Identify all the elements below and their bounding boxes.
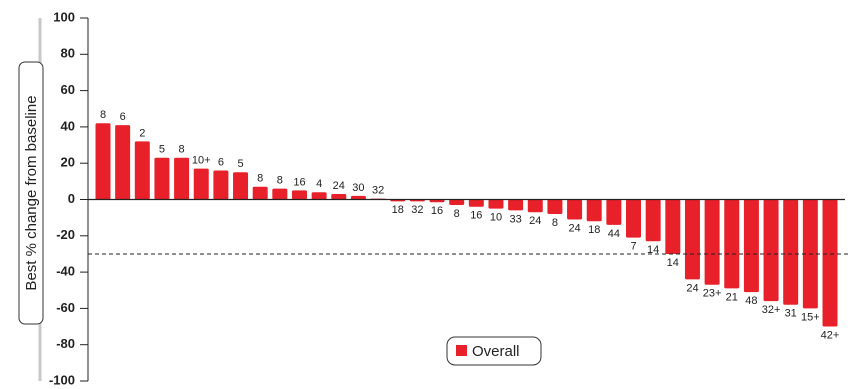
- bar: [115, 125, 131, 200]
- data-label: 32+: [762, 304, 781, 316]
- bar: [704, 199, 720, 285]
- y-tick-label: 40: [61, 118, 75, 133]
- data-label: 8: [100, 109, 106, 121]
- data-label: 10+: [192, 155, 211, 167]
- bar: [331, 194, 347, 200]
- bar: [213, 170, 229, 200]
- bar: [743, 199, 759, 293]
- data-label: 24: [529, 215, 541, 227]
- bar: [684, 199, 700, 280]
- bar: [527, 199, 543, 213]
- bar: [488, 199, 504, 209]
- bar: [724, 199, 740, 289]
- legend-label: Overall: [472, 343, 520, 360]
- y-tick-label: 100: [53, 9, 75, 24]
- bar: [272, 188, 288, 200]
- bar: [174, 157, 190, 200]
- data-label: 33: [509, 213, 521, 225]
- bar: [233, 172, 249, 200]
- data-label: 8: [277, 175, 283, 187]
- bar: [291, 190, 307, 200]
- data-label: 5: [237, 158, 243, 170]
- bar: [193, 168, 209, 200]
- bar: [547, 199, 563, 215]
- bar: [783, 199, 799, 305]
- data-label: 48: [745, 295, 757, 307]
- bar: [154, 157, 170, 200]
- y-tick-label: -80: [56, 336, 75, 351]
- data-label: 8: [552, 217, 558, 229]
- y-tick-label: 20: [61, 155, 75, 170]
- y-tick-label: 80: [61, 46, 75, 61]
- data-label: 30: [352, 182, 364, 194]
- data-label: 14: [667, 257, 679, 269]
- bar: [586, 199, 602, 222]
- data-label: 15+: [801, 311, 820, 323]
- legend-box: [446, 336, 542, 366]
- data-label: 6: [120, 111, 126, 123]
- data-label: 44: [608, 228, 620, 240]
- data-label: 24: [686, 282, 698, 294]
- bar: [350, 195, 366, 200]
- y-tick-label: 60: [61, 82, 75, 97]
- y-tick-label: -20: [56, 227, 75, 242]
- bar: [645, 199, 661, 242]
- bar: [626, 199, 642, 238]
- bar: [134, 141, 150, 200]
- data-label: 16: [470, 210, 482, 222]
- data-label: 32: [372, 184, 384, 196]
- data-label: 14: [647, 244, 659, 256]
- data-label: 16: [431, 205, 443, 217]
- bar: [606, 199, 622, 225]
- data-label: 31: [785, 308, 797, 320]
- data-label: 2: [139, 127, 145, 139]
- data-label: 21: [726, 291, 738, 303]
- y-tick-label: -40: [56, 264, 75, 279]
- bar: [252, 186, 268, 200]
- data-label: 24: [568, 222, 580, 234]
- bar: [95, 123, 111, 200]
- data-label: 32: [411, 204, 423, 216]
- y-tick-label: -60: [56, 300, 75, 315]
- bar: [311, 192, 327, 200]
- data-label: 7: [630, 241, 636, 253]
- data-label: 16: [293, 176, 305, 188]
- y-tick-label: 0: [68, 191, 75, 206]
- data-label: 10: [490, 211, 502, 223]
- bar: [429, 199, 445, 203]
- bar: [567, 199, 583, 220]
- y-tick-label: -100: [49, 372, 75, 387]
- y-axis-label: Best % change from baseline: [23, 95, 40, 290]
- data-label: 18: [392, 204, 404, 216]
- data-label: 5: [159, 144, 165, 156]
- bar: [665, 199, 681, 254]
- data-label: 8: [454, 208, 460, 220]
- data-label: 18: [588, 224, 600, 236]
- bar: [763, 199, 779, 302]
- bar: [508, 199, 524, 211]
- data-label: 6: [218, 156, 224, 168]
- data-label: 8: [179, 144, 185, 156]
- data-label: 23+: [703, 288, 722, 300]
- bar: [468, 199, 484, 207]
- bar: [449, 199, 465, 205]
- y-label-box: [18, 61, 44, 325]
- data-label: 4: [316, 178, 322, 190]
- data-label: 8: [257, 173, 263, 185]
- data-label: 42+: [821, 329, 840, 341]
- data-label: 24: [333, 180, 345, 192]
- legend-swatch: [456, 345, 467, 356]
- bar: [822, 199, 838, 327]
